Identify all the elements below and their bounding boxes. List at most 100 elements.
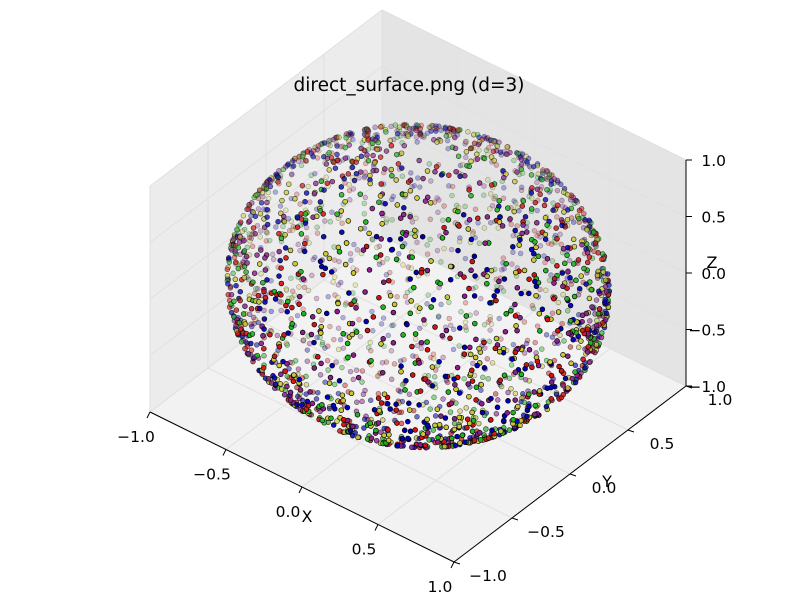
data-point [388, 348, 395, 354]
data-point [490, 148, 497, 155]
z-axis-label: Z [707, 253, 718, 272]
data-point [425, 292, 431, 298]
data-point [331, 336, 337, 343]
data-point [321, 140, 328, 146]
data-point [387, 269, 393, 276]
data-point [449, 183, 456, 190]
data-point [495, 225, 502, 231]
data-point [406, 391, 413, 398]
data-point [463, 149, 470, 155]
data-point [233, 259, 239, 266]
data-point [560, 283, 566, 290]
data-point [564, 216, 571, 223]
data-point [305, 183, 311, 190]
data-point [518, 290, 524, 297]
data-point [423, 399, 430, 406]
data-point [567, 302, 574, 309]
data-point [322, 218, 328, 224]
data-point [501, 174, 507, 181]
data-point [304, 398, 311, 405]
data-point [519, 203, 526, 209]
data-point [432, 324, 438, 330]
data-point [462, 300, 469, 306]
data-point [548, 372, 555, 379]
data-point [360, 391, 367, 398]
data-point [456, 127, 463, 133]
data-point [551, 280, 557, 286]
data-point [389, 217, 395, 223]
data-point [377, 124, 384, 130]
data-point [526, 391, 532, 398]
data-point [414, 139, 420, 145]
data-point [348, 132, 355, 139]
data-point [244, 260, 250, 266]
data-point [313, 180, 319, 187]
data-point [364, 126, 371, 133]
data-point [278, 307, 284, 314]
data-point [347, 368, 354, 375]
data-point [474, 362, 480, 369]
y-tick [453, 561, 461, 565]
data-point [521, 267, 528, 274]
data-point [287, 389, 294, 396]
data-point [382, 200, 388, 207]
data-point [269, 251, 276, 258]
data-point [232, 276, 239, 283]
data-point [415, 175, 421, 181]
data-point [564, 296, 570, 302]
data-point [249, 331, 256, 337]
data-point [427, 406, 433, 412]
data-point [568, 360, 574, 367]
data-point [465, 129, 471, 135]
data-point [298, 162, 305, 169]
data-point [369, 236, 376, 243]
data-point [453, 386, 459, 392]
z-tick-label: 0.5 [701, 209, 726, 227]
data-point [456, 423, 463, 430]
data-point [307, 389, 313, 395]
data-point [380, 304, 386, 310]
data-point [245, 206, 251, 212]
data-point [451, 426, 458, 433]
data-point [353, 305, 359, 311]
data-point [296, 153, 303, 160]
data-point [390, 322, 397, 328]
data-point [526, 378, 533, 384]
data-point [542, 259, 548, 266]
x-tick-label: 0.5 [352, 541, 377, 559]
data-point [534, 323, 541, 329]
data-point [322, 345, 328, 351]
data-point [489, 202, 496, 209]
data-point [320, 271, 326, 278]
data-point [399, 398, 406, 405]
data-point [333, 135, 340, 141]
data-point [438, 172, 445, 178]
data-point [434, 195, 440, 201]
data-point [461, 344, 468, 351]
data-point [532, 239, 538, 245]
data-point [283, 287, 290, 294]
data-point [276, 167, 282, 174]
data-point [403, 124, 409, 130]
data-point [276, 362, 282, 369]
data-point [427, 236, 433, 243]
data-point [308, 331, 315, 338]
data-point [384, 401, 391, 407]
data-point [427, 200, 434, 206]
data-point [505, 389, 511, 396]
data-point [387, 406, 393, 412]
data-point [301, 248, 308, 255]
data-point [576, 207, 583, 214]
data-point [313, 295, 320, 302]
data-point [501, 266, 507, 272]
data-point [251, 270, 258, 276]
data-point [510, 416, 517, 423]
data-point [430, 427, 437, 433]
data-point [585, 344, 592, 350]
data-point [455, 153, 462, 159]
data-point [485, 145, 492, 151]
data-point [522, 214, 529, 220]
data-point [457, 173, 463, 180]
data-point [496, 219, 503, 225]
data-point [475, 141, 482, 148]
